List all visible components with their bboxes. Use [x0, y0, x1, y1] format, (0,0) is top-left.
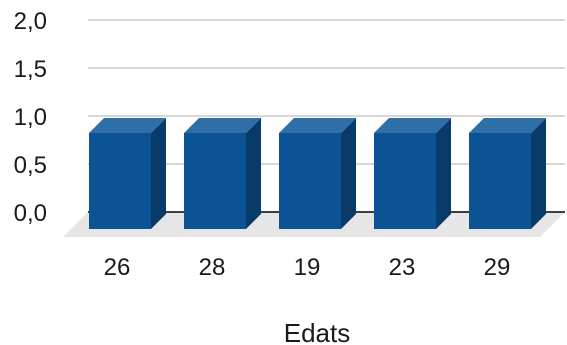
- bar-front: [469, 133, 531, 229]
- x-tick-label: 28: [199, 254, 226, 281]
- x-tick-label: 19: [294, 254, 321, 281]
- bar-top: [374, 118, 451, 133]
- y-tick-label: 2,0: [14, 8, 47, 35]
- bar-front: [374, 133, 436, 229]
- bar-front: [89, 133, 151, 229]
- bar-top: [469, 118, 546, 133]
- x-axis-label: Edats: [284, 318, 351, 345]
- bar: [469, 118, 546, 229]
- x-tick-label: 26: [104, 254, 131, 281]
- bar-front: [279, 133, 341, 229]
- y-tick-label: 0,0: [14, 200, 47, 227]
- bar-top: [89, 118, 166, 133]
- y-axis-ticks: 0,0 0,5 1,0 1,5 2,0: [14, 8, 47, 227]
- bar: [89, 118, 166, 229]
- x-tick-label: 29: [484, 254, 511, 281]
- bars: [89, 118, 546, 229]
- y-tick-label: 1,0: [14, 104, 47, 131]
- bar-side: [436, 118, 451, 229]
- y-tick-label: 0,5: [14, 152, 47, 179]
- bar-side: [151, 118, 166, 229]
- bar: [279, 118, 356, 229]
- bar: [184, 118, 261, 229]
- bar-side: [246, 118, 261, 229]
- bar: [374, 118, 451, 229]
- bar-side: [341, 118, 356, 229]
- bar-side: [531, 118, 546, 229]
- bar-top: [184, 118, 261, 133]
- y-tick-label: 1,5: [14, 56, 47, 83]
- bar-front: [184, 133, 246, 229]
- x-axis-ticks: 26 28 19 23 29: [104, 254, 511, 281]
- bar-top: [279, 118, 356, 133]
- x-tick-label: 23: [389, 254, 416, 281]
